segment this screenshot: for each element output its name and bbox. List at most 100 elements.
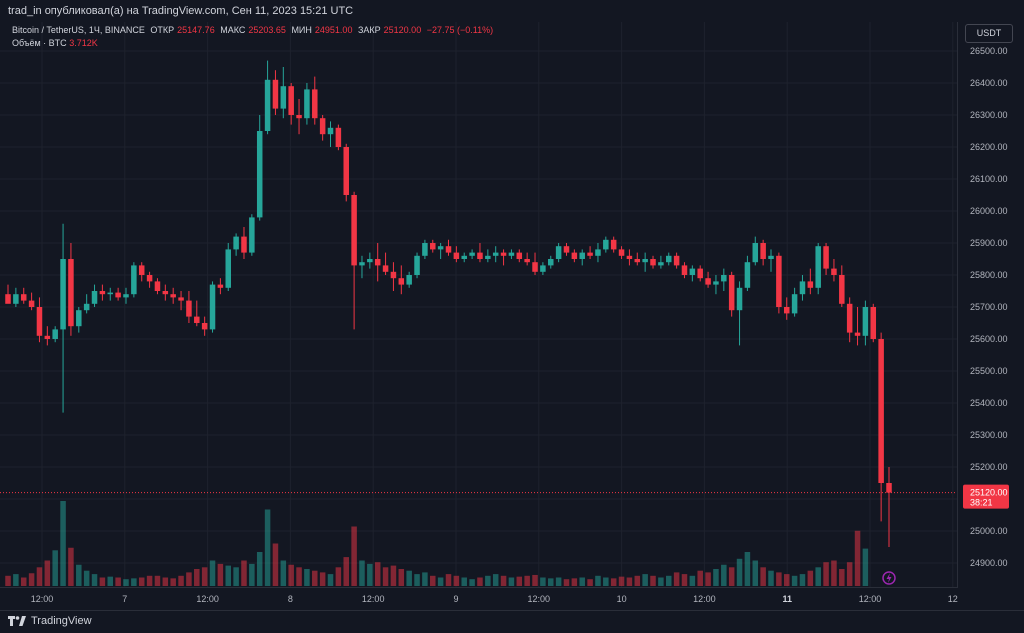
candle-body	[469, 252, 475, 256]
countdown-timer: 38:21	[970, 498, 993, 508]
candle-body	[422, 243, 428, 256]
candle-body	[288, 86, 294, 115]
volume-bar	[256, 552, 263, 586]
time-tick-label: 12:00	[693, 594, 716, 604]
candle-body	[123, 294, 129, 298]
volume-bar	[241, 560, 247, 586]
price-tick-label: 26200.00	[970, 142, 1008, 152]
lightning-event-icon[interactable]	[882, 571, 896, 585]
candle	[186, 291, 192, 323]
candle	[280, 67, 287, 119]
price-tick-label: 25600.00	[970, 334, 1008, 344]
volume-bar	[359, 560, 365, 586]
candle	[343, 143, 349, 202]
volume-bar	[201, 567, 208, 586]
candle	[335, 124, 342, 151]
price-tick-label: 25100.00	[970, 494, 1008, 504]
candle	[178, 291, 184, 311]
candle-body	[131, 265, 137, 295]
candle-body	[508, 252, 515, 256]
volume-bar	[492, 574, 499, 586]
volume-bar	[705, 572, 711, 586]
open-value: 25147.76	[177, 25, 215, 35]
time-tick-label: 10	[617, 594, 627, 604]
candle-body	[791, 294, 798, 314]
volume-bar	[634, 575, 641, 586]
candle	[209, 281, 216, 333]
candle	[414, 252, 420, 279]
candle-body	[367, 259, 373, 263]
candle	[492, 246, 499, 263]
price-tick-label: 25700.00	[970, 302, 1008, 312]
candle	[846, 297, 853, 343]
candle	[138, 262, 145, 282]
symbol-legend: Bitcoin / TetherUS, 1Ч, BINANCE ОТКР 2514…	[12, 25, 496, 35]
candle-body	[249, 217, 255, 253]
candle-body	[335, 127, 342, 147]
candle-body	[516, 252, 523, 259]
candle-body	[201, 323, 208, 330]
candle-body	[430, 243, 436, 250]
candle	[579, 249, 585, 266]
candle	[422, 239, 428, 259]
candle	[760, 239, 766, 266]
volume-bar	[138, 577, 145, 586]
volume-bar	[194, 569, 200, 586]
candle	[610, 236, 617, 253]
candle-body	[398, 278, 405, 285]
candle-body	[83, 303, 90, 311]
price-tick-label: 26400.00	[970, 78, 1008, 88]
candle-body	[571, 252, 578, 259]
candle-body	[697, 268, 703, 279]
candle	[312, 76, 318, 125]
candle	[862, 300, 869, 346]
candle	[107, 287, 114, 301]
candle	[626, 249, 633, 266]
candle	[272, 70, 279, 115]
candle	[752, 236, 759, 266]
currency-button[interactable]: USDT	[965, 24, 1013, 43]
candle	[445, 239, 452, 256]
candle-body	[52, 329, 58, 339]
volume-bar	[862, 548, 869, 586]
candle	[296, 99, 302, 135]
volume-bar	[587, 579, 593, 586]
volume-bar	[36, 567, 43, 586]
time-tick-label: 7	[122, 594, 127, 604]
tradingview-logo[interactable]: TradingView	[8, 615, 92, 627]
volume-bar	[209, 560, 216, 586]
price-tick-label: 25200.00	[970, 462, 1008, 472]
volume-label: Объём · BTC	[12, 38, 67, 48]
price-tick-label: 25300.00	[970, 430, 1008, 440]
chart-pane[interactable]	[0, 22, 958, 588]
last-price-value: 25120.00	[970, 488, 1008, 498]
volume-bar	[540, 577, 546, 586]
candle	[36, 297, 43, 343]
candle-body	[634, 259, 641, 263]
candlestick-chart[interactable]	[0, 22, 958, 588]
volume-bar	[626, 577, 633, 586]
volume-bar	[123, 579, 129, 586]
candle	[5, 284, 11, 304]
candle-body	[681, 265, 688, 275]
candle-body	[618, 249, 625, 256]
volume-bar	[650, 575, 656, 586]
volume-bar	[642, 574, 648, 586]
candle	[516, 249, 523, 263]
candle	[485, 249, 491, 263]
candle-body	[225, 249, 232, 288]
volume-bar	[563, 579, 570, 586]
volume-bar	[422, 572, 428, 586]
candle-body	[390, 271, 397, 279]
volume-bar	[288, 564, 294, 586]
candle	[351, 191, 357, 330]
candle	[618, 246, 625, 259]
time-tick-label: 12:00	[859, 594, 882, 604]
volume-bar	[68, 547, 74, 586]
candle-body	[555, 246, 562, 259]
candle-body	[107, 292, 114, 295]
candle-body	[382, 265, 389, 272]
candle-body	[374, 259, 381, 266]
candle-body	[60, 259, 66, 330]
volume-bar	[374, 562, 381, 586]
